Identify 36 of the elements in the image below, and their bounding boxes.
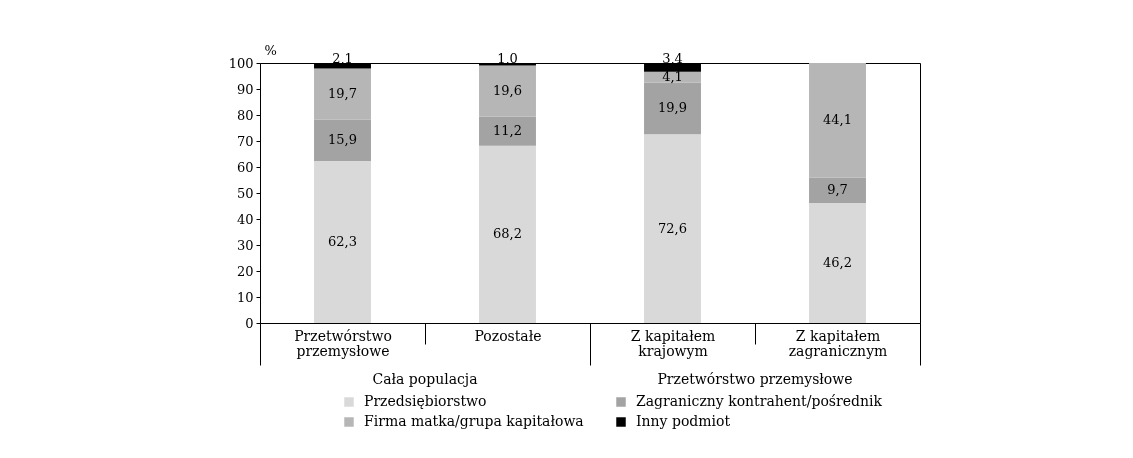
legend-label: Firma matka/grupa kapitałowa <box>364 413 584 429</box>
data-label: 72,6 <box>658 220 687 236</box>
data-label: 68,2 <box>493 226 522 242</box>
y-tick-label: 50 <box>236 185 254 201</box>
data-label: 19,6 <box>493 83 522 99</box>
y-axis-title: % <box>264 42 277 58</box>
data-label: 46,2 <box>823 254 852 270</box>
x-tick-label: Pozostałe <box>474 327 542 344</box>
y-tick-label: 60 <box>236 159 254 175</box>
data-label: 11,2 <box>493 123 522 139</box>
text: Przetwórstwo przemysłowe <box>657 371 853 387</box>
legend-label: Przedsiębiorstwo <box>364 393 487 409</box>
y-tick-label: 90 <box>236 81 254 97</box>
y-tick-label: 80 <box>236 107 254 123</box>
y-tick-label: 70 <box>236 133 254 149</box>
legend-label: Zagraniczny kontrahent/pośrednik <box>636 393 883 409</box>
data-label: 19,7 <box>328 86 357 102</box>
legend-label: Inny podmiot <box>636 413 731 429</box>
data-label: 3,4 <box>662 51 683 66</box>
y-tick-label: 20 <box>236 263 254 279</box>
data-label: 15,9 <box>328 132 357 148</box>
data-label: 62,3 <box>328 234 357 250</box>
data-label: 9,7 <box>827 182 848 198</box>
data-label: 1,0 <box>497 51 518 66</box>
y-tick-label: 0 <box>245 315 254 331</box>
text: Cała populacja <box>372 371 478 387</box>
x-tick-label: Przetwórstwo przemysłowe <box>294 327 392 359</box>
data-label: 44,1 <box>823 112 852 128</box>
data-label: 4,1 <box>662 69 683 85</box>
x-tick-label: Z kapitałem zagranicznym <box>788 327 888 359</box>
y-tick-label: 10 <box>236 289 254 305</box>
y-tick-label: 40 <box>236 211 254 227</box>
x-tick-label: Z kapitałem krajowym <box>630 327 716 359</box>
y-tick-label: 30 <box>236 237 254 253</box>
data-label: 19,9 <box>658 100 687 116</box>
y-tick-label: 100 <box>228 55 254 71</box>
